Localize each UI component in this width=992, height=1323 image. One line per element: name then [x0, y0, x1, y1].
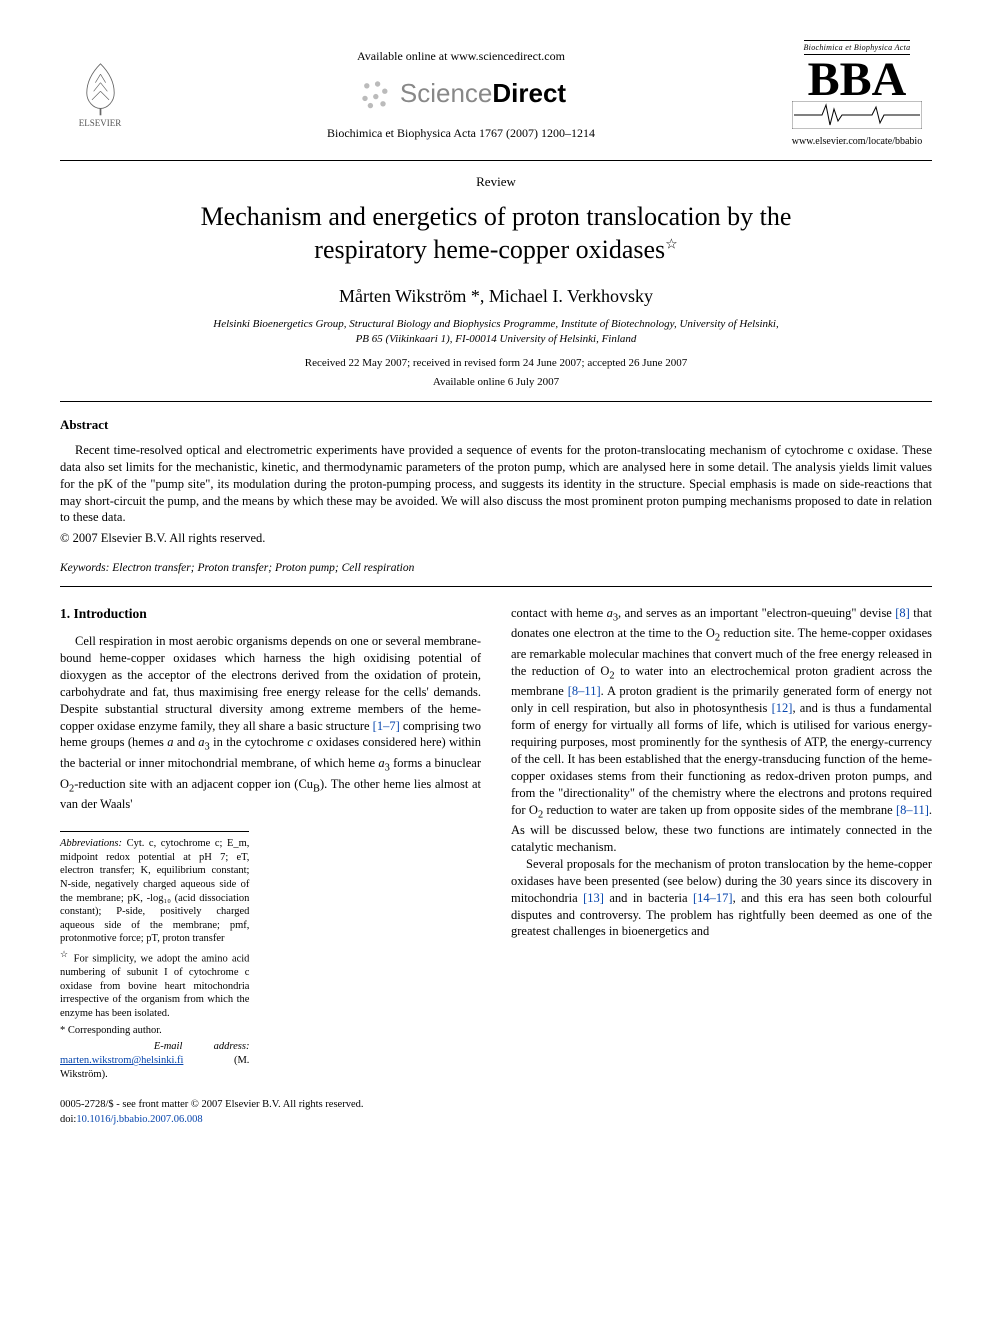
affiliation: Helsinki Bioenergetics Group, Structural…: [120, 317, 872, 346]
elsevier-label: ELSEVIER: [79, 117, 122, 130]
abstract-copyright: © 2007 Elsevier B.V. All rights reserved…: [60, 530, 932, 548]
doi-prefix: doi:: [60, 1114, 76, 1125]
right-column: contact with heme a3, and serves as an i…: [511, 605, 932, 1084]
rule-after-keywords: [60, 586, 932, 587]
bba-url: www.elsevier.com/locate/bbabio: [792, 135, 922, 149]
ref-link-13[interactable]: [13]: [583, 891, 604, 905]
keywords-list: Electron transfer; Proton transfer; Prot…: [112, 562, 414, 574]
rule-after-dates: [60, 401, 932, 402]
title-line-2: respiratory heme-copper oxidases: [314, 235, 665, 264]
sciencedirect-logo: ScienceDirect: [140, 75, 782, 111]
corresponding-author-footnote: * Corresponding author.: [60, 1024, 249, 1038]
affiliation-line-2: PB 65 (Viikinkaari 1), FI-00014 Universi…: [356, 333, 637, 345]
available-online-date: Available online 6 July 2007: [60, 375, 932, 390]
abbreviations-footnote: Abbreviations: Cyt. c, cytochrome c; E_m…: [60, 837, 249, 946]
bba-waveform-icon: [792, 101, 922, 129]
sd-science: Science: [400, 78, 493, 108]
section-title: Introduction: [74, 606, 147, 621]
authors: Mårten Wikström *, Michael I. Verkhovsky: [60, 284, 932, 309]
ref-link-1-7[interactable]: [1–7]: [373, 719, 400, 733]
sciencedirect-text: ScienceDirect: [400, 75, 566, 111]
issn-line: 0005-2728/$ - see front matter © 2007 El…: [60, 1098, 932, 1113]
keywords-label: Keywords:: [60, 562, 109, 574]
title-line-1: Mechanism and energetics of proton trans…: [201, 202, 792, 231]
doi-link[interactable]: 10.1016/j.bbabio.2007.06.008: [76, 1114, 202, 1125]
abbrev-body: Cyt. c, cytochrome c; E_m, midpoint redo…: [60, 838, 249, 944]
rule-top: [60, 160, 932, 161]
ref-link-8a[interactable]: [8]: [895, 606, 910, 620]
ref-link-14-17[interactable]: [14–17]: [693, 891, 733, 905]
journal-reference: Biochimica et Biophysica Acta 1767 (2007…: [140, 125, 782, 142]
section-heading: 1. Introduction: [60, 605, 481, 623]
abstract-heading: Abstract: [60, 416, 932, 434]
section-number: 1.: [60, 606, 70, 621]
article-title: Mechanism and energetics of proton trans…: [100, 201, 892, 266]
article-type-label: Review: [60, 173, 932, 191]
email-link[interactable]: marten.wikstrom@helsinki.fi: [60, 1055, 183, 1066]
ref-link-12[interactable]: [12]: [772, 701, 793, 715]
elsevier-tree-icon: [73, 57, 128, 117]
sd-direct: Direct: [492, 78, 566, 108]
email-footnote: E-mail address: marten.wikstrom@helsinki…: [60, 1040, 249, 1081]
body-columns: 1. Introduction Cell respiration in most…: [60, 605, 932, 1084]
bba-logo: Biochimica et Biophysica Acta BBA www.el…: [782, 40, 932, 150]
intro-para-right-1: contact with heme a3, and serves as an i…: [511, 605, 932, 856]
abstract-body: Recent time-resolved optical and electro…: [60, 442, 932, 526]
header-row: ELSEVIER Available online at www.science…: [60, 40, 932, 150]
affiliation-line-1: Helsinki Bioenergetics Group, Structural…: [213, 318, 779, 330]
ref-link-8-11b[interactable]: [8–11]: [896, 803, 929, 817]
available-online-text: Available online at www.sciencedirect.co…: [140, 48, 782, 65]
star-footnote: ☆ For simplicity, we adopt the amino aci…: [60, 949, 249, 1021]
left-column: 1. Introduction Cell respiration in most…: [60, 605, 481, 1084]
star-note-body: For simplicity, we adopt the amino acid …: [60, 954, 249, 1020]
footnotes: Abbreviations: Cyt. c, cytochrome c; E_m…: [60, 831, 249, 1081]
doi-line: doi:10.1016/j.bbabio.2007.06.008: [60, 1113, 932, 1128]
sciencedirect-icon: [356, 75, 392, 111]
ref-link-8-11a[interactable]: [8–11]: [568, 684, 601, 698]
bottom-meta: 0005-2728/$ - see front matter © 2007 El…: [60, 1098, 932, 1127]
elsevier-logo: ELSEVIER: [60, 40, 140, 130]
center-header: Available online at www.sciencedirect.co…: [140, 40, 782, 142]
abbrev-label: Abbreviations:: [60, 838, 122, 849]
keywords: Keywords: Electron transfer; Proton tran…: [60, 560, 932, 576]
intro-para-left: Cell respiration in most aerobic organis…: [60, 633, 481, 813]
received-dates: Received 22 May 2007; received in revise…: [60, 356, 932, 371]
title-star-icon: ☆: [665, 237, 678, 252]
intro-para-right-2: Several proposals for the mechanism of p…: [511, 856, 932, 940]
email-label: E-mail address:: [154, 1041, 250, 1052]
bba-big-text: BBA: [808, 58, 907, 101]
